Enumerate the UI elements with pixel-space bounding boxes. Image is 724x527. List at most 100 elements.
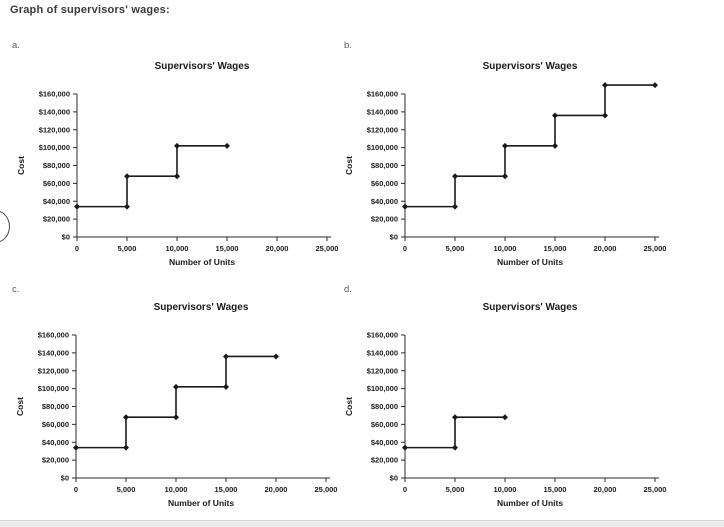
- x-tick-label: 20,000: [594, 244, 617, 253]
- y-tick-label: $0: [390, 233, 398, 242]
- data-point-marker: [502, 142, 508, 149]
- data-point-marker: [402, 444, 408, 451]
- data-point-marker: [452, 444, 458, 451]
- data-point-marker: [273, 353, 279, 360]
- x-axis-label: Number of Units: [168, 498, 234, 508]
- y-tick-label: $40,000: [42, 438, 69, 447]
- data-point-marker: [602, 82, 608, 89]
- panel-label-b: b.: [344, 40, 352, 51]
- data-point-marker: [123, 444, 129, 451]
- y-tick-label: $120,000: [367, 125, 398, 134]
- x-tick-label: 10,000: [494, 244, 517, 253]
- y-tick-label: $140,000: [38, 348, 69, 357]
- y-tick-label: $160,000: [367, 331, 398, 340]
- data-point-marker: [652, 82, 658, 89]
- y-tick-label: $80,000: [43, 161, 70, 170]
- x-tick-label: 10,000: [165, 485, 188, 494]
- x-axis-label: Number of Units: [497, 257, 563, 267]
- data-point-marker: [224, 142, 230, 149]
- chart-d-svg: Supervisors' Wages Number of Units Cost $0 $…: [344, 302, 667, 508]
- data-point-marker: [452, 414, 458, 421]
- y-tick-label: $100,000: [39, 143, 70, 152]
- chart-a-svg: Supervisors' Wages Number of Units Cost $0 $…: [16, 61, 339, 267]
- data-point-marker: [173, 383, 179, 390]
- x-tick-label: 0: [403, 244, 407, 253]
- y-axis-label: Cost: [344, 156, 354, 175]
- y-tick-label: $100,000: [367, 143, 398, 152]
- x-tick-label: 5,000: [446, 244, 465, 253]
- data-point-marker: [602, 112, 608, 119]
- step-line-series: [405, 84, 655, 208]
- chart-title: Supervisors' Wages: [483, 61, 578, 72]
- chart-b: Supervisors' Wages Number of Units Cost $0 $…: [338, 55, 668, 279]
- y-tick-label: $40,000: [43, 197, 70, 206]
- step-line-series: [77, 145, 227, 208]
- chart-c: Supervisors' Wages Number of Units Cost $0 $…: [9, 296, 339, 520]
- data-point-marker: [173, 414, 179, 421]
- y-tick-label: $20,000: [371, 215, 398, 224]
- x-tick-label: 25,000: [316, 244, 339, 253]
- data-point-marker: [223, 353, 229, 360]
- data-point-marker: [123, 414, 129, 421]
- data-point-marker: [552, 112, 558, 119]
- y-tick-label: $60,000: [42, 420, 69, 429]
- data-point-marker: [174, 173, 180, 180]
- data-point-marker: [502, 173, 508, 180]
- x-tick-label: 15,000: [544, 244, 567, 253]
- x-axis-label: Number of Units: [497, 498, 563, 508]
- y-tick-label: $20,000: [42, 456, 69, 465]
- y-tick-label: $0: [61, 474, 69, 483]
- data-point-marker: [452, 173, 458, 180]
- page-title: Graph of supervisors' wages:: [10, 4, 170, 16]
- y-tick-label: $60,000: [371, 420, 398, 429]
- y-axis-label: Cost: [344, 397, 354, 416]
- x-tick-label: 0: [403, 485, 407, 494]
- x-tick-label: 10,000: [166, 244, 189, 253]
- x-tick-label: 15,000: [215, 485, 238, 494]
- panel-label-c: c.: [12, 284, 20, 295]
- step-line-series: [405, 416, 505, 449]
- x-tick-label: 25,000: [644, 485, 667, 494]
- x-tick-label: 0: [75, 244, 79, 253]
- y-tick-label: $160,000: [39, 90, 70, 99]
- y-tick-label: $20,000: [371, 456, 398, 465]
- y-tick-label: $140,000: [367, 107, 398, 116]
- y-tick-label: $160,000: [367, 90, 398, 99]
- y-tick-label: $100,000: [38, 384, 69, 393]
- y-tick-label: $0: [390, 474, 398, 483]
- data-point-marker: [124, 173, 130, 180]
- step-line-series: [76, 355, 276, 449]
- x-tick-label: 10,000: [494, 485, 517, 494]
- chart-title: Supervisors' Wages: [155, 61, 250, 72]
- x-tick-label: 20,000: [594, 485, 617, 494]
- data-point-marker: [74, 203, 80, 210]
- chart-a: Supervisors' Wages Number of Units Cost $0 $…: [10, 55, 340, 279]
- x-tick-label: 25,000: [644, 244, 667, 253]
- data-point-marker: [452, 203, 458, 210]
- chart-d: Supervisors' Wages Number of Units Cost $0 $…: [338, 296, 668, 520]
- horizontal-scrollbar[interactable]: [0, 520, 724, 527]
- data-point-marker: [552, 142, 558, 149]
- data-point-marker: [174, 142, 180, 149]
- y-tick-label: $100,000: [367, 384, 398, 393]
- y-tick-label: $80,000: [371, 161, 398, 170]
- x-tick-label: 20,000: [266, 244, 289, 253]
- chart-title: Supervisors' Wages: [483, 302, 578, 313]
- x-tick-label: 20,000: [265, 485, 288, 494]
- y-tick-label: $40,000: [371, 438, 398, 447]
- chart-title: Supervisors' Wages: [154, 302, 249, 313]
- data-point-marker: [502, 414, 508, 421]
- y-tick-label: $140,000: [39, 107, 70, 116]
- x-tick-label: 25,000: [315, 485, 338, 494]
- y-axis-label: Cost: [16, 156, 26, 175]
- y-tick-label: $20,000: [43, 215, 70, 224]
- y-tick-label: $60,000: [371, 179, 398, 188]
- chart-c-svg: Supervisors' Wages Number of Units Cost $0 $…: [15, 302, 338, 508]
- y-axis-label: Cost: [15, 397, 25, 416]
- x-tick-label: 0: [74, 485, 78, 494]
- data-point-marker: [223, 383, 229, 390]
- panel-label-a: a.: [12, 40, 20, 51]
- y-tick-label: $160,000: [38, 331, 69, 340]
- data-point-marker: [402, 203, 408, 210]
